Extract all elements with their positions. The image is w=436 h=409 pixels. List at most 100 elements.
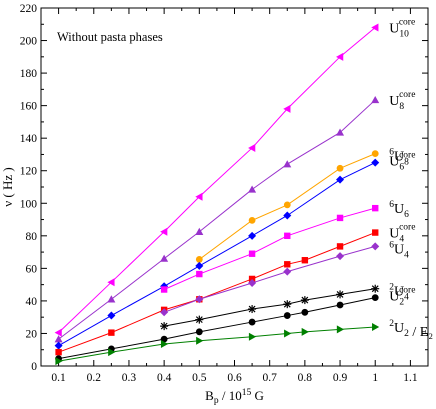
data-point	[160, 254, 169, 262]
y-tick-label: 140	[20, 133, 38, 145]
data-point	[336, 52, 344, 61]
data-point	[55, 348, 62, 356]
data-point	[107, 311, 116, 320]
x-axis-title-sup: 15	[242, 388, 252, 398]
data-point	[336, 243, 344, 250]
x-axis-title-end: G	[251, 388, 264, 403]
star-stroke	[336, 290, 344, 298]
series-group: 6U6	[160, 200, 409, 293]
series-label-prefix: 2	[389, 319, 394, 329]
series-label: 6U8	[389, 148, 409, 168]
x-tick-label: 0.7	[262, 372, 277, 384]
series-label-sub: 6	[404, 210, 409, 220]
y-tick-label: 200	[20, 36, 38, 48]
y-tick-label: 0	[31, 361, 37, 373]
data-point	[248, 305, 257, 314]
star-stroke	[301, 296, 309, 304]
series-label-sub: 8	[399, 102, 404, 112]
data-point	[160, 335, 168, 343]
series-line	[58, 326, 376, 362]
series-label-base: U	[394, 150, 404, 165]
data-point	[248, 275, 256, 283]
data-point	[336, 252, 345, 261]
series-label-base: U	[394, 321, 404, 336]
series-line	[163, 207, 376, 290]
series-label-base: U	[389, 22, 399, 37]
data-point	[372, 204, 379, 212]
y-tick-label: 160	[20, 101, 38, 113]
data-point	[371, 150, 379, 158]
series-label-sup: core	[399, 151, 415, 161]
series-line	[58, 297, 376, 360]
series-line	[58, 232, 376, 353]
data-point	[372, 322, 380, 331]
series-label-sub: 4	[404, 250, 409, 260]
series-line	[58, 99, 376, 340]
series-label: U2 core	[389, 286, 415, 308]
data-point	[107, 295, 116, 303]
y-tick-label: 80	[26, 231, 38, 243]
data-point	[160, 340, 169, 349]
series-label-base: U	[394, 202, 404, 217]
y-axis-title: ν ( Hz )	[0, 167, 15, 206]
series-line	[58, 162, 376, 347]
series-label-base: U	[394, 285, 404, 300]
data-point	[283, 160, 292, 168]
data-point	[248, 185, 257, 193]
x-tick-label: 0.1	[51, 372, 66, 384]
chart-annotation: Without pasta phases	[57, 30, 163, 44]
data-point	[54, 335, 63, 343]
series-label-sub: 2	[404, 329, 409, 339]
data-point	[301, 308, 309, 316]
data-point	[371, 284, 380, 293]
series-group: 6U8	[195, 148, 409, 263]
series-label: 6U6	[389, 200, 409, 220]
series-label-sub: 2	[399, 298, 404, 308]
data-point	[195, 192, 203, 201]
data-point	[195, 261, 204, 270]
data-point	[108, 348, 116, 357]
data-point	[248, 332, 257, 341]
data-point	[195, 315, 204, 324]
data-point	[283, 300, 292, 309]
star-stroke	[283, 300, 291, 308]
series-label-prefix: 6	[389, 240, 394, 250]
data-point	[371, 242, 380, 251]
x-tick-label: 0.9	[333, 372, 348, 384]
data-point	[54, 341, 63, 350]
x-tick-label: 0.3	[122, 372, 137, 384]
x-axis-title: Bp / 1015 G	[205, 388, 264, 406]
data-point	[160, 286, 168, 293]
series-label-prefix: 6	[389, 148, 394, 158]
series-label: U4 core	[389, 223, 415, 245]
data-point	[301, 327, 309, 336]
data-point	[55, 357, 63, 366]
data-point	[248, 216, 256, 224]
data-point	[284, 232, 291, 240]
series-label: U6 core	[389, 151, 415, 173]
star-stroke	[195, 316, 203, 324]
data-point	[336, 164, 344, 172]
x-tick-label: 0.4	[157, 372, 172, 384]
data-point	[336, 301, 344, 309]
series-label-suffix: / E₂	[409, 325, 433, 340]
data-point	[196, 270, 203, 278]
series-group: 6 U 4	[160, 240, 409, 317]
y-tick-label: 20	[26, 328, 38, 340]
series-label-sub: 4	[399, 235, 404, 245]
series-label-sub: 6	[399, 163, 404, 173]
x-tick-label: 0.2	[87, 372, 102, 384]
series-label: 2U2 / E₂	[389, 319, 433, 340]
y-tick-label: 120	[20, 166, 38, 178]
data-point	[54, 328, 62, 337]
y-tick-label: 100	[20, 198, 38, 210]
x-axis-title-rest: / 10	[219, 388, 242, 403]
series-label-base: U	[389, 290, 399, 305]
series-group: U4core	[55, 223, 415, 356]
data-point	[248, 231, 257, 240]
y-tick-label: 220	[20, 3, 38, 15]
series-label-sub: 8	[404, 158, 409, 168]
y-tick-label: 180	[20, 68, 38, 80]
data-point	[371, 23, 379, 32]
